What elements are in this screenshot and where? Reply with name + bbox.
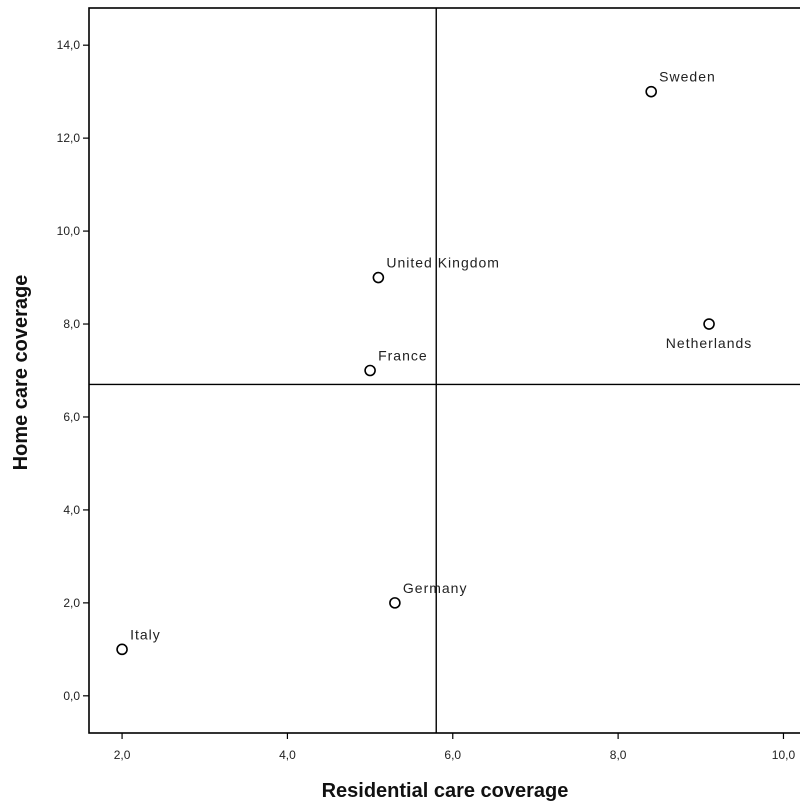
x-tick-label: 2,0: [114, 748, 131, 762]
y-tick-label: 12,0: [57, 131, 81, 145]
data-point-group: Netherlands: [666, 318, 753, 351]
plot-area-frame: [88, 7, 800, 734]
data-point-label: France: [378, 348, 428, 364]
y-tick-label: 14,0: [57, 38, 81, 52]
data-point-marker: [645, 85, 657, 98]
data-point-marker: [116, 643, 128, 656]
y-axis-title: Home care coverage: [10, 275, 32, 471]
x-axis-ticks: 2,0 4,0 6,0 8,0 10,0: [114, 733, 796, 762]
data-point-marker: [364, 364, 376, 377]
data-point-marker: [389, 597, 401, 609]
data-points: Sweden United Kingdom Netherlands France Ger…: [116, 69, 753, 656]
reference-lines: [89, 8, 800, 733]
y-tick-label: 10,0: [57, 224, 81, 238]
x-tick-label: 8,0: [610, 748, 627, 762]
y-tick-label: 8,0: [63, 317, 80, 331]
y-tick-label: 6,0: [63, 410, 80, 424]
data-point-label: United Kingdom: [386, 255, 500, 271]
data-point-group: France: [364, 348, 428, 377]
x-tick-label: 4,0: [279, 748, 296, 762]
data-point-group: Italy: [116, 626, 161, 656]
y-tick-label: 4,0: [63, 503, 80, 517]
data-point-marker: [372, 271, 385, 284]
y-axis-ticks: 0,0 2,0 4,0 6,0 8,0 10,0 12,0 14,0: [57, 38, 89, 703]
data-point-label: Italy: [130, 626, 161, 642]
y-tick-label: 0,0: [63, 689, 80, 703]
data-point-label: Netherlands: [666, 335, 753, 351]
x-axis-title: Residential care coverage: [322, 780, 569, 802]
x-tick-label: 10,0: [772, 748, 796, 762]
data-point-marker: [703, 318, 715, 330]
data-point-group: Sweden: [645, 69, 716, 98]
data-point-group: United Kingdom: [372, 255, 500, 284]
data-point-label: Germany: [403, 580, 468, 596]
data-point-group: Germany: [389, 580, 468, 609]
y-tick-label: 2,0: [63, 596, 80, 610]
data-point-label: Sweden: [659, 69, 716, 85]
x-tick-label: 6,0: [444, 748, 461, 762]
